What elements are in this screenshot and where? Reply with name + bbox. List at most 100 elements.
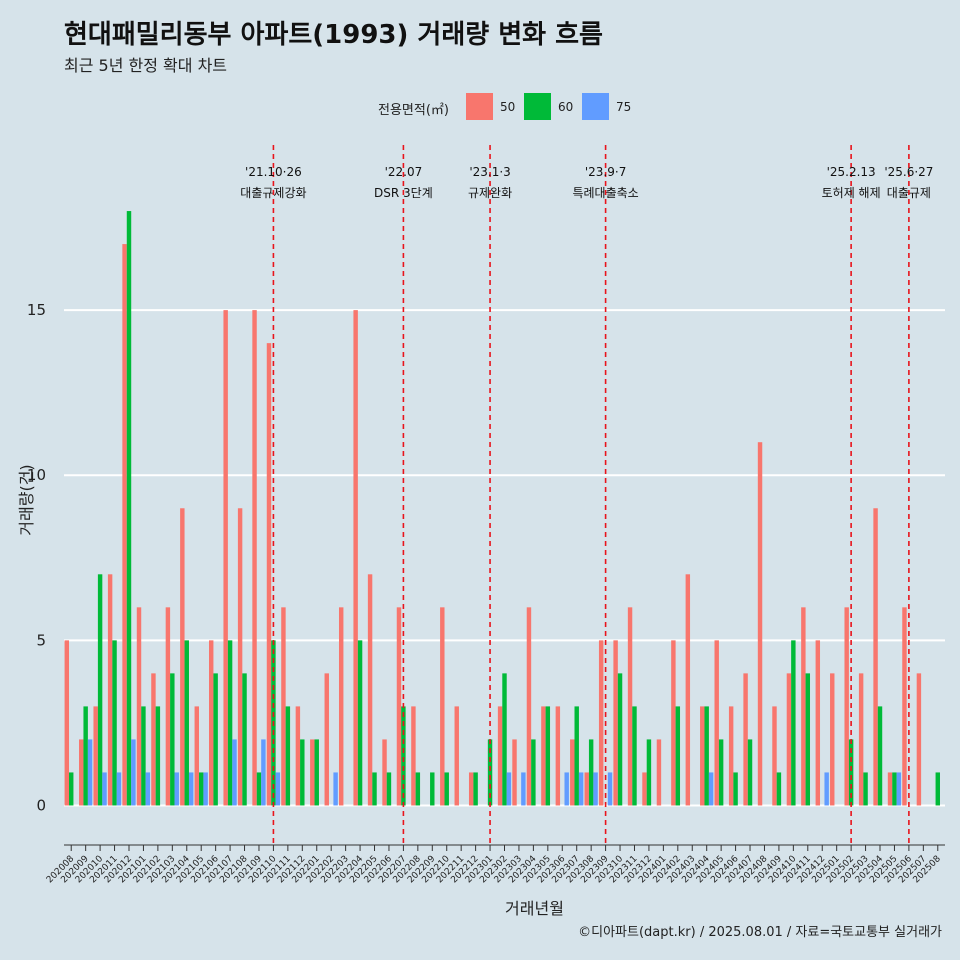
annotation-date: '25.2.13 bbox=[827, 165, 876, 179]
bar-60-202106 bbox=[213, 673, 218, 806]
bar-60-202111 bbox=[285, 706, 291, 806]
bar-60-202310 bbox=[617, 673, 623, 806]
annotation-label: 대출규제 bbox=[887, 186, 931, 200]
bar-75-202107 bbox=[232, 739, 237, 806]
legend-label-50: 50 bbox=[500, 100, 516, 114]
bar-50-202103 bbox=[165, 607, 171, 806]
bar-60-202011 bbox=[112, 640, 117, 806]
bar-50-202008 bbox=[64, 640, 70, 806]
bar-60-202504 bbox=[877, 706, 883, 806]
annotation-label: DSR 3단계 bbox=[374, 186, 433, 200]
bar-50-202501 bbox=[830, 673, 835, 806]
bar-50-202505 bbox=[887, 772, 893, 806]
bar-50-202305 bbox=[541, 706, 546, 806]
bar-50-202009 bbox=[79, 739, 84, 806]
bar-60-202104 bbox=[184, 640, 189, 806]
bar-60-202402 bbox=[675, 706, 681, 806]
y-tick-label: 15 bbox=[27, 301, 46, 319]
bar-50-202112 bbox=[295, 706, 301, 806]
annotation-label: 특례대출축소 bbox=[572, 186, 638, 200]
bar-50-202102 bbox=[151, 673, 156, 806]
legend-label-60: 60 bbox=[558, 100, 574, 114]
bar-60-202308 bbox=[588, 739, 594, 806]
bar-50-202312 bbox=[642, 772, 647, 806]
annotation-date: '25.6·27 bbox=[884, 165, 933, 179]
bar-50-202208 bbox=[411, 706, 416, 806]
bar-60-202502 bbox=[848, 739, 854, 806]
bar-50-202401 bbox=[656, 739, 662, 806]
bar-50-202407 bbox=[743, 673, 748, 806]
bar-60-202405 bbox=[718, 739, 724, 806]
caption: ©디아파트(dapt.kr) / 2025.08.01 / 자료=국토교통부 실… bbox=[578, 925, 942, 940]
bar-50-202406 bbox=[728, 706, 734, 806]
y-axis-title: 거래량(건) bbox=[17, 464, 36, 535]
bar-60-202508 bbox=[935, 772, 940, 806]
bar-60-202112 bbox=[300, 739, 305, 806]
bar-50-202302 bbox=[497, 706, 503, 806]
bar-60-202302 bbox=[502, 673, 507, 806]
bar-60-202305 bbox=[545, 706, 551, 806]
annotation-date: '22.07 bbox=[385, 165, 423, 179]
bar-60-202209 bbox=[430, 772, 435, 806]
bar-50-202310 bbox=[613, 640, 618, 806]
bar-75-202012 bbox=[131, 739, 136, 806]
bar-60-202304 bbox=[531, 739, 536, 806]
bar-50-202309 bbox=[598, 640, 604, 806]
y-tick-label: 10 bbox=[27, 466, 46, 484]
bar-75-202101 bbox=[145, 772, 151, 806]
bar-60-202406 bbox=[733, 772, 738, 806]
bar-60-202204 bbox=[357, 640, 363, 806]
bar-60-202503 bbox=[863, 772, 868, 806]
bar-50-202307 bbox=[570, 739, 575, 806]
bar-75-202302 bbox=[506, 772, 512, 806]
y-tick-label: 5 bbox=[36, 631, 46, 649]
bar-60-202210 bbox=[444, 772, 449, 806]
bar-50-202502 bbox=[844, 607, 849, 806]
bar-60-202205 bbox=[372, 772, 377, 806]
bar-75-202011 bbox=[116, 772, 122, 806]
bar-50-202110 bbox=[266, 343, 272, 806]
bar-50-202012 bbox=[122, 244, 127, 806]
bar-50-202101 bbox=[136, 607, 142, 806]
bar-50-202104 bbox=[180, 508, 185, 806]
bar-75-202308 bbox=[593, 772, 598, 806]
bar-60-202109 bbox=[256, 772, 262, 806]
bar-60-202009 bbox=[83, 706, 88, 806]
bar-50-202106 bbox=[209, 640, 214, 806]
bar-50-202203 bbox=[338, 607, 344, 806]
bar-60-202311 bbox=[632, 706, 637, 806]
bar-50-202504 bbox=[873, 508, 878, 806]
bar-50-202201 bbox=[310, 739, 315, 806]
bar-60-202207 bbox=[401, 706, 406, 806]
bar-60-202206 bbox=[386, 772, 392, 806]
bar-75-202010 bbox=[102, 772, 107, 806]
legend-key-75 bbox=[582, 93, 609, 120]
bar-60-202410 bbox=[791, 640, 796, 806]
bar-50-202409 bbox=[772, 706, 777, 806]
bar-50-202405 bbox=[714, 640, 719, 806]
bar-50-202306 bbox=[555, 706, 561, 806]
bar-60-202008 bbox=[69, 772, 74, 806]
bar-60-202101 bbox=[141, 706, 146, 806]
bar-60-202307 bbox=[574, 706, 579, 806]
bar-60-202010 bbox=[97, 574, 103, 806]
x-axis-title: 거래년월 bbox=[505, 899, 564, 918]
bar-50-202403 bbox=[685, 574, 691, 806]
annotation-date: '23.1·3 bbox=[469, 165, 510, 179]
legend-key-50 bbox=[466, 93, 493, 120]
bar-60-202404 bbox=[704, 706, 709, 806]
bar-50-202308 bbox=[584, 772, 589, 806]
bar-50-202506 bbox=[902, 607, 907, 806]
bar-50-202411 bbox=[801, 607, 806, 806]
bar-75-202109 bbox=[261, 739, 266, 806]
bar-50-202503 bbox=[858, 673, 864, 806]
bar-50-202108 bbox=[237, 508, 243, 806]
bar-60-202012 bbox=[126, 211, 132, 806]
bar-60-202103 bbox=[170, 673, 175, 806]
annotation-date: '23.9·7 bbox=[585, 165, 626, 179]
bar-50-202206 bbox=[382, 739, 387, 806]
bar-60-202505 bbox=[892, 772, 897, 806]
bar-60-202409 bbox=[776, 772, 782, 806]
bar-50-202410 bbox=[786, 673, 792, 806]
